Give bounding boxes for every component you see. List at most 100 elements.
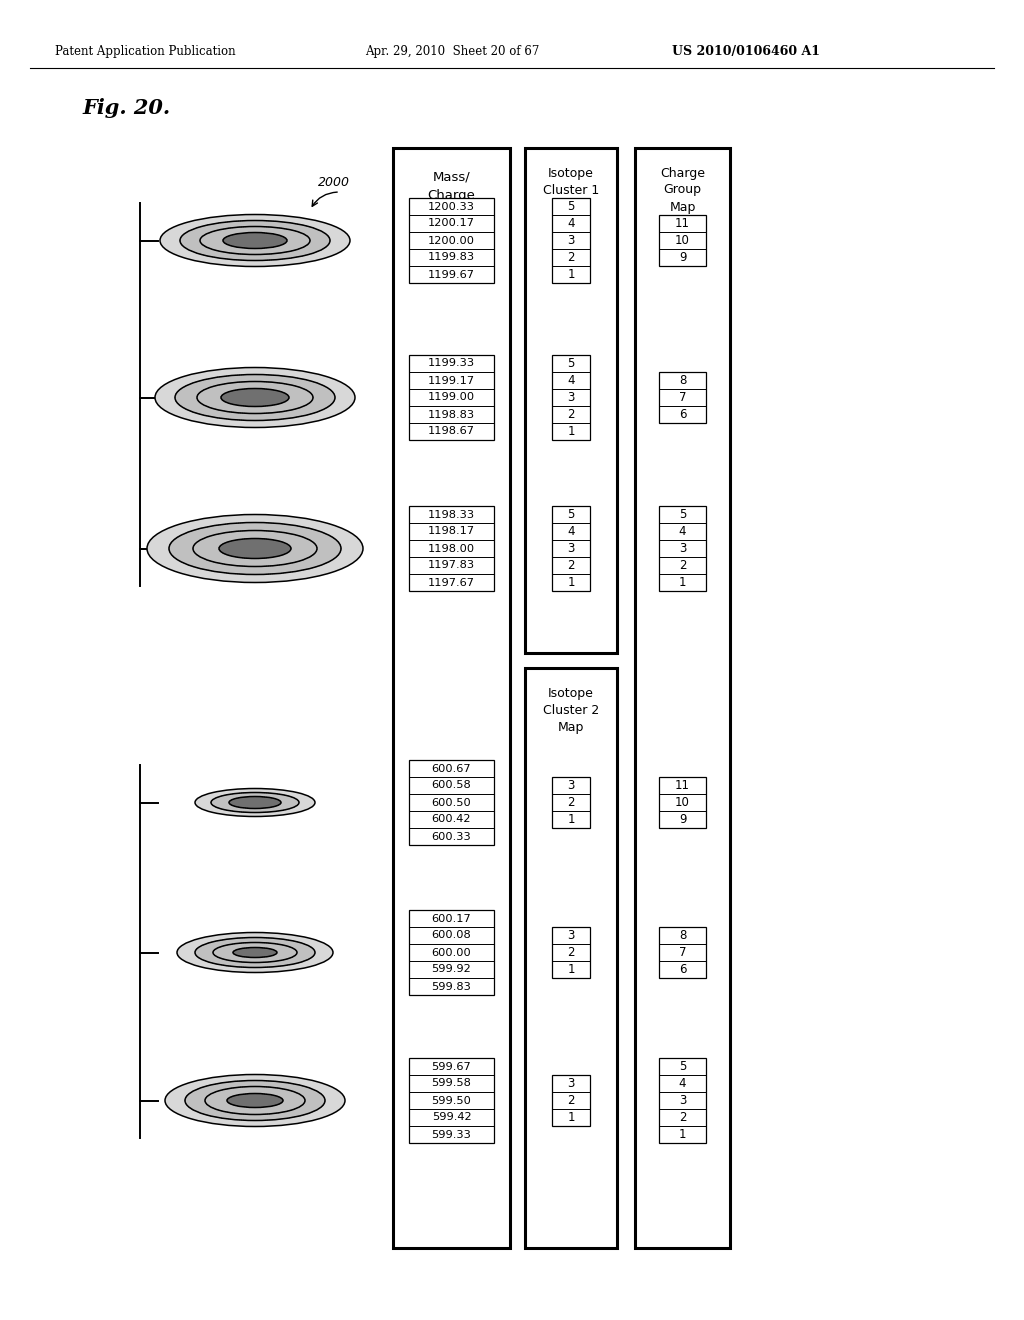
Text: 10: 10 (675, 796, 690, 809)
Text: 1197.83: 1197.83 (428, 561, 475, 570)
Text: 1199.00: 1199.00 (428, 392, 475, 403)
Bar (659, 372, 706, 422)
Text: 5: 5 (679, 508, 686, 521)
Bar (552, 355, 590, 440)
Bar (635, 148, 730, 1247)
Text: Charge
Group
Map: Charge Group Map (660, 166, 705, 214)
Ellipse shape (227, 1093, 283, 1107)
Text: 4: 4 (679, 525, 686, 539)
Text: Patent Application Publication: Patent Application Publication (55, 45, 236, 58)
Ellipse shape (193, 531, 317, 566)
Text: 599.33: 599.33 (431, 1130, 471, 1139)
Text: 1200.17: 1200.17 (428, 219, 475, 228)
Text: 2: 2 (567, 1094, 574, 1107)
Text: 600.33: 600.33 (432, 832, 471, 842)
Text: 3: 3 (567, 391, 574, 404)
Text: Isotope
Cluster 2
Map: Isotope Cluster 2 Map (543, 686, 599, 734)
Text: US 2010/0106460 A1: US 2010/0106460 A1 (672, 45, 820, 58)
Text: 5: 5 (567, 201, 574, 213)
Text: 11: 11 (675, 216, 690, 230)
Text: Apr. 29, 2010  Sheet 20 of 67: Apr. 29, 2010 Sheet 20 of 67 (365, 45, 540, 58)
Bar (409, 198, 494, 282)
Text: 4: 4 (679, 1077, 686, 1090)
Text: 600.58: 600.58 (432, 780, 471, 791)
Text: 1199.67: 1199.67 (428, 269, 475, 280)
Bar (659, 777, 706, 828)
Bar (409, 506, 494, 591)
Text: 9: 9 (679, 813, 686, 826)
Text: 600.67: 600.67 (432, 763, 471, 774)
Text: 5: 5 (567, 508, 574, 521)
Bar (409, 909, 494, 995)
Text: 600.50: 600.50 (432, 797, 471, 808)
Ellipse shape (165, 1074, 345, 1126)
Text: 1200.33: 1200.33 (428, 202, 475, 211)
Ellipse shape (155, 367, 355, 428)
Text: 600.42: 600.42 (432, 814, 471, 825)
Text: 3: 3 (567, 779, 574, 792)
Text: 3: 3 (567, 1077, 574, 1090)
Text: 599.42: 599.42 (432, 1113, 471, 1122)
Text: 1198.17: 1198.17 (428, 527, 475, 536)
Text: 5: 5 (567, 356, 574, 370)
Bar (409, 760, 494, 845)
Text: 4: 4 (567, 525, 574, 539)
Text: 4: 4 (567, 216, 574, 230)
Bar (552, 777, 590, 828)
Bar (552, 198, 590, 282)
Text: 2: 2 (567, 558, 574, 572)
Text: 9: 9 (679, 251, 686, 264)
Text: 1199.17: 1199.17 (428, 375, 475, 385)
Text: 1198.33: 1198.33 (428, 510, 475, 520)
Text: 7: 7 (679, 946, 686, 960)
Text: 11: 11 (675, 779, 690, 792)
Text: 599.67: 599.67 (432, 1061, 471, 1072)
Text: 8: 8 (679, 374, 686, 387)
Bar (659, 927, 706, 978)
Text: 599.50: 599.50 (431, 1096, 471, 1106)
Bar (393, 148, 510, 1247)
Text: 3: 3 (679, 543, 686, 554)
Text: 7: 7 (679, 391, 686, 404)
Text: 1198.00: 1198.00 (428, 544, 475, 553)
Text: 3: 3 (567, 234, 574, 247)
Ellipse shape (175, 375, 335, 421)
Ellipse shape (195, 937, 315, 968)
Ellipse shape (211, 792, 299, 813)
Text: Isotope
Cluster 1
Map: Isotope Cluster 1 Map (543, 166, 599, 214)
Bar (525, 148, 617, 653)
Text: 10: 10 (675, 234, 690, 247)
Text: 1199.33: 1199.33 (428, 359, 475, 368)
Text: 1: 1 (567, 813, 574, 826)
Text: 600.08: 600.08 (432, 931, 471, 940)
Text: Fig. 20.: Fig. 20. (82, 98, 170, 117)
Text: 3: 3 (567, 543, 574, 554)
Text: 1198.67: 1198.67 (428, 426, 475, 437)
Ellipse shape (200, 227, 310, 255)
Bar (659, 215, 706, 267)
Bar (659, 1059, 706, 1143)
Text: 2: 2 (567, 251, 574, 264)
Text: 2: 2 (679, 558, 686, 572)
Ellipse shape (197, 381, 313, 413)
Text: 2: 2 (567, 946, 574, 960)
Ellipse shape (185, 1081, 325, 1121)
Text: 1: 1 (679, 1129, 686, 1140)
Text: 1: 1 (567, 964, 574, 975)
Text: 2: 2 (567, 408, 574, 421)
Text: 3: 3 (567, 929, 574, 942)
Ellipse shape (219, 539, 291, 558)
Text: 2000: 2000 (318, 177, 350, 190)
Ellipse shape (233, 948, 278, 957)
Ellipse shape (180, 220, 330, 260)
Text: Mass/
Charge: Mass/ Charge (428, 170, 475, 202)
Bar (409, 355, 494, 440)
Text: 8: 8 (679, 929, 686, 942)
Ellipse shape (147, 515, 362, 582)
Bar (552, 1074, 590, 1126)
Bar (552, 927, 590, 978)
Ellipse shape (221, 388, 289, 407)
Text: 1200.00: 1200.00 (428, 235, 475, 246)
Ellipse shape (229, 796, 281, 808)
Text: 2: 2 (567, 796, 574, 809)
